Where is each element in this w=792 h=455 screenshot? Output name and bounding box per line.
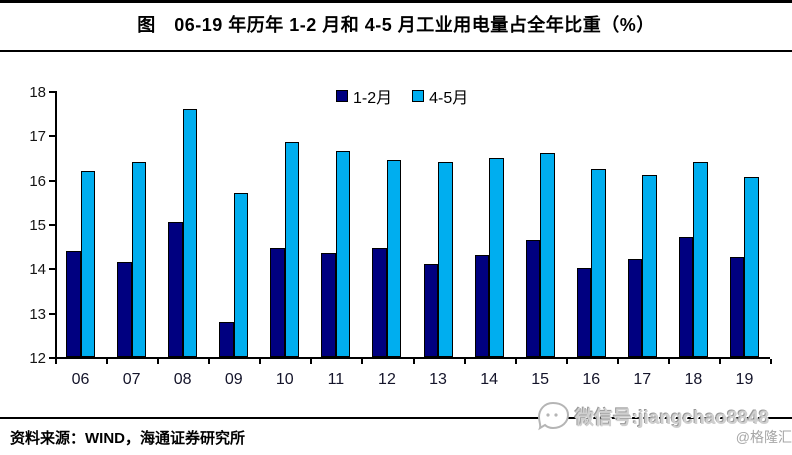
x-axis-tick <box>718 359 721 364</box>
x-axis-tick-label: 10 <box>275 371 294 388</box>
x-axis-line <box>55 357 770 359</box>
y-axis-tick-label: 15 <box>29 217 46 234</box>
y-axis-tick <box>49 357 55 359</box>
top-border-line <box>0 0 792 3</box>
y-axis-tick-label: 12 <box>29 350 46 367</box>
bar-4-5月-08 <box>182 108 198 357</box>
x-axis-tick <box>310 359 313 364</box>
x-axis-tick-label: 12 <box>378 371 396 388</box>
x-axis-tick <box>412 359 415 364</box>
y-axis-tick <box>49 312 55 315</box>
bar-1-2月-16 <box>576 268 592 357</box>
bar-4-5月-17 <box>642 175 657 357</box>
x-axis-tick <box>616 359 619 364</box>
brand-watermark-text: @格隆汇 <box>735 429 792 445</box>
footer-divider-line <box>0 417 792 419</box>
wechat-watermark-text: 微信号:jiangchao8848 <box>575 407 770 429</box>
x-axis-tick-label: 16 <box>582 371 601 388</box>
x-axis-tick-label: 18 <box>684 371 703 388</box>
bar-1-2月-18 <box>678 237 694 357</box>
x-axis-tick-label: 09 <box>224 371 243 388</box>
x-axis-tick <box>157 359 160 364</box>
bar-4-5月-09 <box>233 192 249 357</box>
bar-4-5月-13 <box>438 161 453 357</box>
legend-swatch-light-blue <box>412 90 425 102</box>
x-axis-tick-label: 06 <box>71 371 90 388</box>
x-axis-tick <box>514 359 517 364</box>
bar-4-5月-06 <box>80 170 96 357</box>
y-axis-tick <box>49 91 55 93</box>
bar-1-2月-14 <box>474 255 490 357</box>
chart-title: 图 06-19 年历年 1-2 月和 4-5 月工业用电量占全年比重（%） <box>137 15 655 35</box>
watermark: 微信号:jiangchao8848 @格隆汇 <box>533 399 792 445</box>
x-axis-tick-label: 11 <box>327 371 345 388</box>
x-axis-tick-label: 15 <box>531 371 550 388</box>
x-axis-tick <box>565 359 568 364</box>
legend-label-series1: 1-2月 <box>353 90 393 107</box>
bar-1-2月-13 <box>423 263 439 357</box>
y-axis-tick-label: 18 <box>29 84 46 101</box>
x-axis-tick-label: 14 <box>480 371 498 388</box>
bar-1-2月-08 <box>168 221 183 357</box>
x-axis-tick <box>361 359 364 364</box>
bar-4-5月-12 <box>386 159 402 357</box>
x-axis-tick <box>208 359 211 364</box>
bar-1-2月-11 <box>321 252 336 357</box>
bar-4-5月-11 <box>335 150 351 357</box>
bar-1-2月-09 <box>219 321 234 357</box>
x-axis-tick-label: 13 <box>429 371 447 388</box>
y-axis-tick-label: 17 <box>29 128 46 146</box>
y-axis-tick <box>49 268 55 271</box>
bar-1-2月-06 <box>66 250 81 357</box>
x-axis-tick <box>667 359 670 364</box>
x-axis-tick <box>770 359 772 364</box>
x-axis-tick <box>463 359 466 364</box>
data-source-note: 资料来源：WIND，海通证券研究所 <box>10 430 245 447</box>
bar-1-2月-10 <box>270 248 285 357</box>
y-axis-tick <box>49 135 55 138</box>
y-axis-tick-label: 13 <box>29 305 46 323</box>
x-axis-tick-label: 08 <box>173 371 192 388</box>
bar-1-2月-15 <box>525 239 541 357</box>
legend-item-series2: 4-5月 <box>412 84 468 108</box>
bar-4-5月-15 <box>540 153 555 357</box>
bar-4-5月-16 <box>591 168 606 357</box>
bar-1-2月-07 <box>117 261 132 357</box>
bar-4-5月-18 <box>693 161 708 357</box>
y-axis-tick-label: 16 <box>29 172 46 190</box>
legend-swatch-dark-blue <box>336 90 348 102</box>
x-axis-tick <box>259 359 262 364</box>
chart-legend: 1-2月 4-5月 <box>336 84 468 108</box>
x-axis-tick-label: 07 <box>122 371 141 388</box>
bar-4-5月-14 <box>489 157 504 357</box>
y-axis-tick-label: 14 <box>29 261 46 279</box>
x-axis-tick-label: 19 <box>735 371 754 388</box>
wechat-watermark: 微信号:jiangchao8848 <box>533 399 792 433</box>
y-axis-line <box>55 91 57 359</box>
ghost-icon <box>537 401 570 431</box>
y-axis-tick <box>49 224 55 226</box>
bar-1-2月-17 <box>627 259 643 357</box>
bar-4-5月-07 <box>131 161 147 357</box>
x-axis-tick <box>55 359 57 364</box>
bar-1-2月-12 <box>372 248 387 357</box>
title-divider-line <box>0 50 792 52</box>
bar-4-5月-10 <box>284 141 300 357</box>
bar-1-2月-19 <box>729 257 745 357</box>
legend-label-series2: 4-5月 <box>429 90 469 107</box>
y-axis-tick <box>49 179 55 182</box>
legend-item-series1: 1-2月 <box>336 84 392 108</box>
x-axis-tick-label: 17 <box>633 371 652 388</box>
x-axis-tick <box>106 359 109 364</box>
bar-4-5月-19 <box>744 177 759 357</box>
